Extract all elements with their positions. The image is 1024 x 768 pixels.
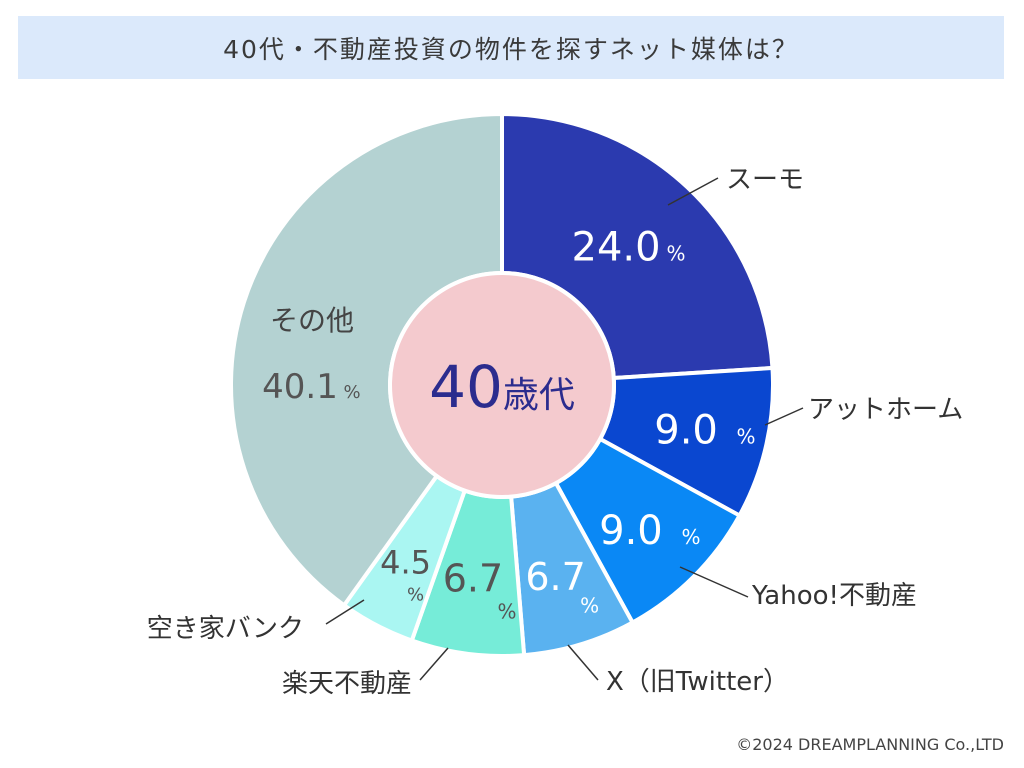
slice-label: Yahoo!不動産	[751, 581, 917, 611]
percent-sign: %	[407, 584, 424, 605]
slice-value: 24.0	[572, 224, 661, 270]
slice-label: アットホーム	[808, 395, 963, 425]
leader-line	[679, 566, 749, 598]
center-label: 40歳代	[429, 353, 575, 421]
slice-label: X（旧Twitter）	[606, 667, 789, 697]
slice-value: 9.0	[599, 508, 663, 554]
copyright-text: ©2024 DREAMPLANNING Co.,LTD	[736, 735, 1004, 754]
slice-value: 6.7	[525, 555, 585, 599]
percent-sign: %	[667, 241, 686, 265]
title-bar: 40代・不動産投資の物件を探すネット媒体は？	[18, 16, 1004, 79]
leader-line	[667, 177, 719, 206]
leader-line	[325, 599, 365, 625]
slice-label: 空き家バンク	[147, 614, 304, 644]
chart-title: 40代・不動産投資の物件を探すネット媒体は？	[223, 34, 799, 64]
slice-label: その他	[270, 304, 354, 337]
percent-sign: %	[580, 594, 599, 618]
leader-line	[419, 647, 449, 681]
percent-sign: %	[681, 525, 700, 549]
slice-value: 9.0	[654, 408, 718, 454]
percent-sign: %	[497, 599, 516, 623]
slice-value: 40.1	[262, 367, 338, 407]
center-circle	[388, 271, 616, 499]
percent-sign: %	[343, 382, 360, 403]
slice-value: 4.5	[380, 544, 431, 582]
percent-sign: %	[737, 425, 756, 449]
leader-line	[764, 407, 804, 426]
slice-label: 楽天不動産	[282, 669, 412, 699]
leader-line	[567, 644, 599, 681]
slice-label: スーモ	[726, 165, 804, 195]
slice-value: 6.7	[443, 557, 503, 601]
